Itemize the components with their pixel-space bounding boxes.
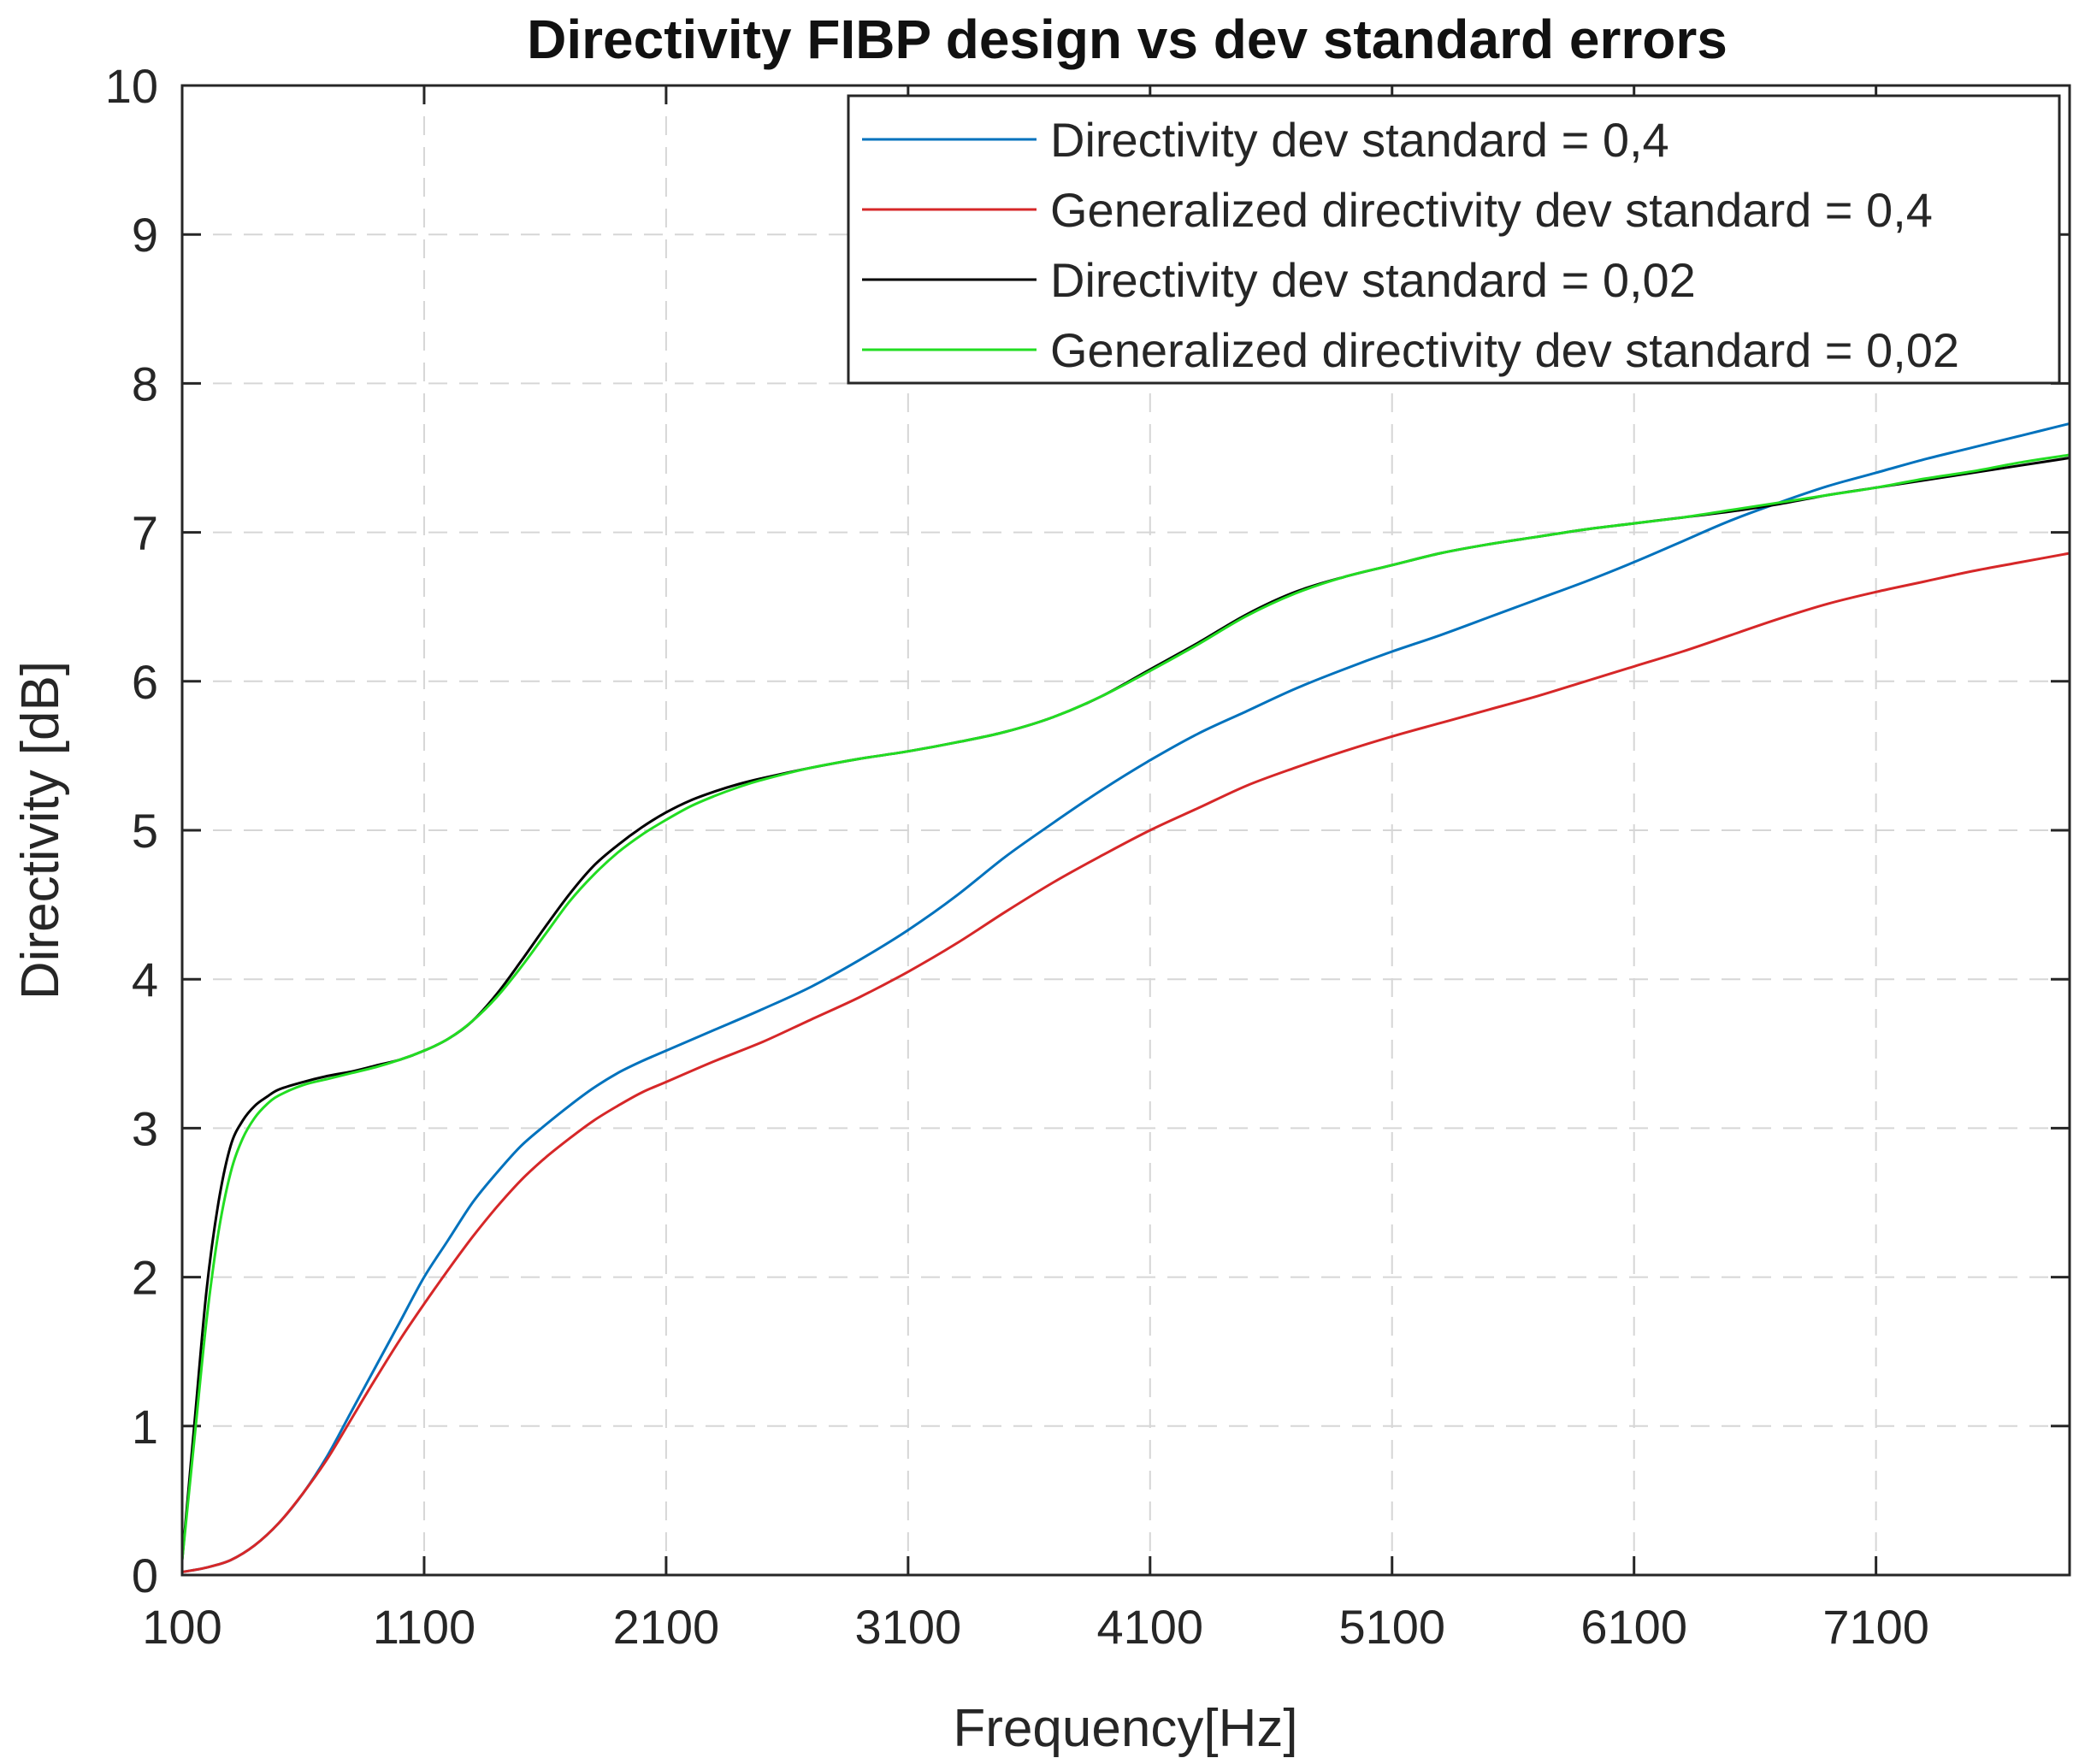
series-lines [180, 422, 2071, 1573]
legend-label-3: Directivity dev standard = 0,02 [1050, 253, 1696, 307]
y-tick-label: 6 [132, 655, 158, 709]
axes-box [180, 84, 2071, 1577]
x-tick-label: 7100 [1822, 1600, 1929, 1654]
x-tick-label: 3100 [855, 1600, 962, 1654]
y-tick-label: 10 [105, 59, 158, 113]
legend-box [847, 94, 2061, 385]
legend: Directivity dev standard = 0,4 Generalize… [847, 94, 2061, 385]
x-tick-label: 4100 [1097, 1600, 1204, 1654]
series-line-1 [180, 422, 2071, 1573]
y-axis-label: Directivity [dB] [11, 661, 70, 1000]
x-tick-label: 6100 [1580, 1600, 1687, 1654]
y-tick-label: 9 [132, 208, 158, 262]
x-tick-labels: 100 1100 2100 3100 4100 5100 6100 7100 [142, 1600, 1929, 1654]
chart-title: Directivity FIBP design vs dev standard … [527, 9, 1728, 70]
y-tick-label: 4 [132, 953, 158, 1006]
y-tick-label: 2 [132, 1251, 158, 1305]
y-tick-label: 0 [132, 1549, 158, 1602]
legend-label-2: Generalized directivity dev standard = 0… [1050, 183, 1933, 237]
y-tick-label: 8 [132, 357, 158, 410]
legend-label-1: Directivity dev standard = 0,4 [1050, 113, 1669, 167]
y-tick-label: 5 [132, 804, 158, 858]
legend-label-4: Generalized directivity dev standard = 0… [1050, 323, 1959, 377]
series-line-2 [180, 552, 2071, 1573]
x-tick-label: 2100 [613, 1600, 720, 1654]
x-tick-label: 100 [142, 1600, 221, 1654]
x-axis-label: Frequency[Hz] [953, 1699, 1297, 1758]
y-tick-label: 3 [132, 1101, 158, 1155]
series-line-4 [180, 453, 2071, 1562]
x-tick-label: 5100 [1338, 1600, 1445, 1654]
y-tick-label: 1 [132, 1400, 158, 1454]
y-tick-label: 7 [132, 506, 158, 560]
y-tick-labels: 0 1 2 3 4 5 6 7 8 9 10 [105, 59, 158, 1602]
x-tick-label: 1100 [373, 1600, 475, 1654]
